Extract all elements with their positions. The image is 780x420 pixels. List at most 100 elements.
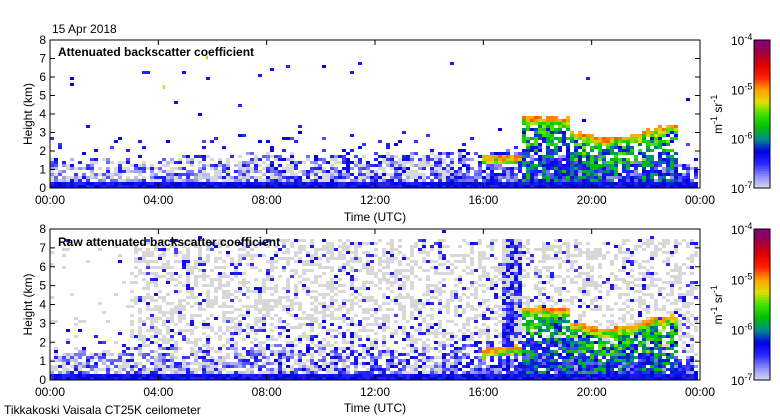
heatmap-cell	[170, 245, 174, 248]
heatmap-cell	[318, 323, 322, 326]
heatmap-cell	[546, 362, 550, 365]
heatmap-cell	[282, 173, 286, 176]
heatmap-cell	[422, 185, 426, 188]
heatmap-cell	[90, 374, 94, 377]
heatmap-cell	[82, 176, 86, 179]
heatmap-cell	[402, 317, 406, 320]
heatmap-cell	[462, 377, 466, 380]
heatmap-cell	[510, 350, 514, 353]
heatmap-cell	[562, 317, 566, 320]
heatmap-cell	[362, 155, 366, 158]
heatmap-cell	[206, 275, 210, 278]
heatmap-cell	[226, 338, 230, 341]
heatmap-cell	[618, 152, 622, 155]
heatmap-cell	[562, 167, 566, 170]
heatmap-cell	[434, 365, 438, 368]
heatmap-cell	[362, 296, 366, 299]
heatmap-cell	[294, 260, 298, 263]
heatmap-cell	[158, 275, 162, 278]
heatmap-cell	[218, 158, 222, 161]
heatmap-cell	[118, 260, 122, 263]
heatmap-cell	[54, 350, 58, 353]
heatmap-cell	[582, 161, 586, 164]
heatmap-cell	[274, 314, 278, 317]
heatmap-cell	[386, 374, 390, 377]
heatmap-cell	[422, 371, 426, 374]
heatmap-cell	[490, 185, 494, 188]
heatmap-cell	[402, 161, 406, 164]
heatmap-cell	[570, 263, 574, 266]
heatmap-cell	[422, 260, 426, 263]
heatmap-cell	[514, 353, 518, 356]
heatmap-cell	[178, 275, 182, 278]
heatmap-cell	[534, 314, 538, 317]
heatmap-cell	[322, 167, 326, 170]
heatmap-cell	[406, 269, 410, 272]
heatmap-cell	[394, 275, 398, 278]
heatmap-cell	[502, 350, 506, 353]
heatmap-cell	[534, 158, 538, 161]
heatmap-cell	[274, 287, 278, 290]
heatmap-cell	[574, 347, 578, 350]
heatmap-cell	[474, 320, 478, 323]
heatmap-cell	[446, 332, 450, 335]
heatmap-cell	[98, 185, 102, 188]
heatmap-cell	[302, 365, 306, 368]
heatmap-cell	[378, 167, 382, 170]
heatmap-cell	[410, 173, 414, 176]
heatmap-cell	[562, 164, 566, 167]
heatmap-cell	[158, 242, 162, 245]
heatmap-cell	[374, 248, 378, 251]
heatmap-cell	[518, 179, 522, 182]
heatmap-cell	[206, 173, 210, 176]
heatmap-cell	[178, 368, 182, 371]
heatmap-cell	[526, 362, 530, 365]
heatmap-cell	[134, 179, 138, 182]
heatmap-cell	[138, 377, 142, 380]
heatmap-cell	[78, 371, 82, 374]
heatmap-cell	[306, 377, 310, 380]
heatmap-cell	[330, 350, 334, 353]
heatmap-cell	[338, 176, 342, 179]
heatmap-cell	[314, 164, 318, 167]
heatmap-cell	[410, 251, 414, 254]
heatmap-cell	[254, 332, 258, 335]
heatmap-cell	[546, 137, 550, 140]
heatmap-cell	[162, 374, 166, 377]
heatmap-cell	[466, 266, 470, 269]
heatmap-cell	[578, 134, 582, 137]
heatmap-cell	[594, 185, 598, 188]
heatmap-cell	[230, 326, 234, 329]
heatmap-cell	[374, 242, 378, 245]
heatmap-cell	[258, 140, 262, 143]
heatmap-cell	[502, 323, 506, 326]
heatmap-cell	[426, 323, 430, 326]
heatmap-cell	[318, 167, 322, 170]
heatmap-cell	[82, 179, 86, 182]
heatmap-cell	[554, 179, 558, 182]
heatmap-cell	[574, 281, 578, 284]
heatmap-cell	[198, 314, 202, 317]
heatmap-cell	[274, 326, 278, 329]
heatmap-cell	[566, 257, 570, 260]
heatmap-cell	[550, 323, 554, 326]
heatmap-cell	[154, 281, 158, 284]
heatmap-cell	[518, 284, 522, 287]
heatmap-cell	[298, 245, 302, 248]
heatmap-cell	[570, 356, 574, 359]
heatmap-cell	[86, 164, 90, 167]
heatmap-cell	[598, 140, 602, 143]
heatmap-cell	[538, 275, 542, 278]
heatmap-cell	[58, 365, 62, 368]
heatmap-cell	[218, 359, 222, 362]
heatmap-cell	[642, 164, 646, 167]
heatmap-cell	[386, 158, 390, 161]
x-axis-label: Time (UTC)	[344, 210, 406, 224]
heatmap-cell	[510, 341, 514, 344]
heatmap-cell	[58, 146, 62, 149]
heatmap-cell	[398, 377, 402, 380]
heatmap-cell	[506, 329, 510, 332]
heatmap-cell	[566, 335, 570, 338]
heatmap-cell	[442, 341, 446, 344]
heatmap-cell	[206, 377, 210, 380]
